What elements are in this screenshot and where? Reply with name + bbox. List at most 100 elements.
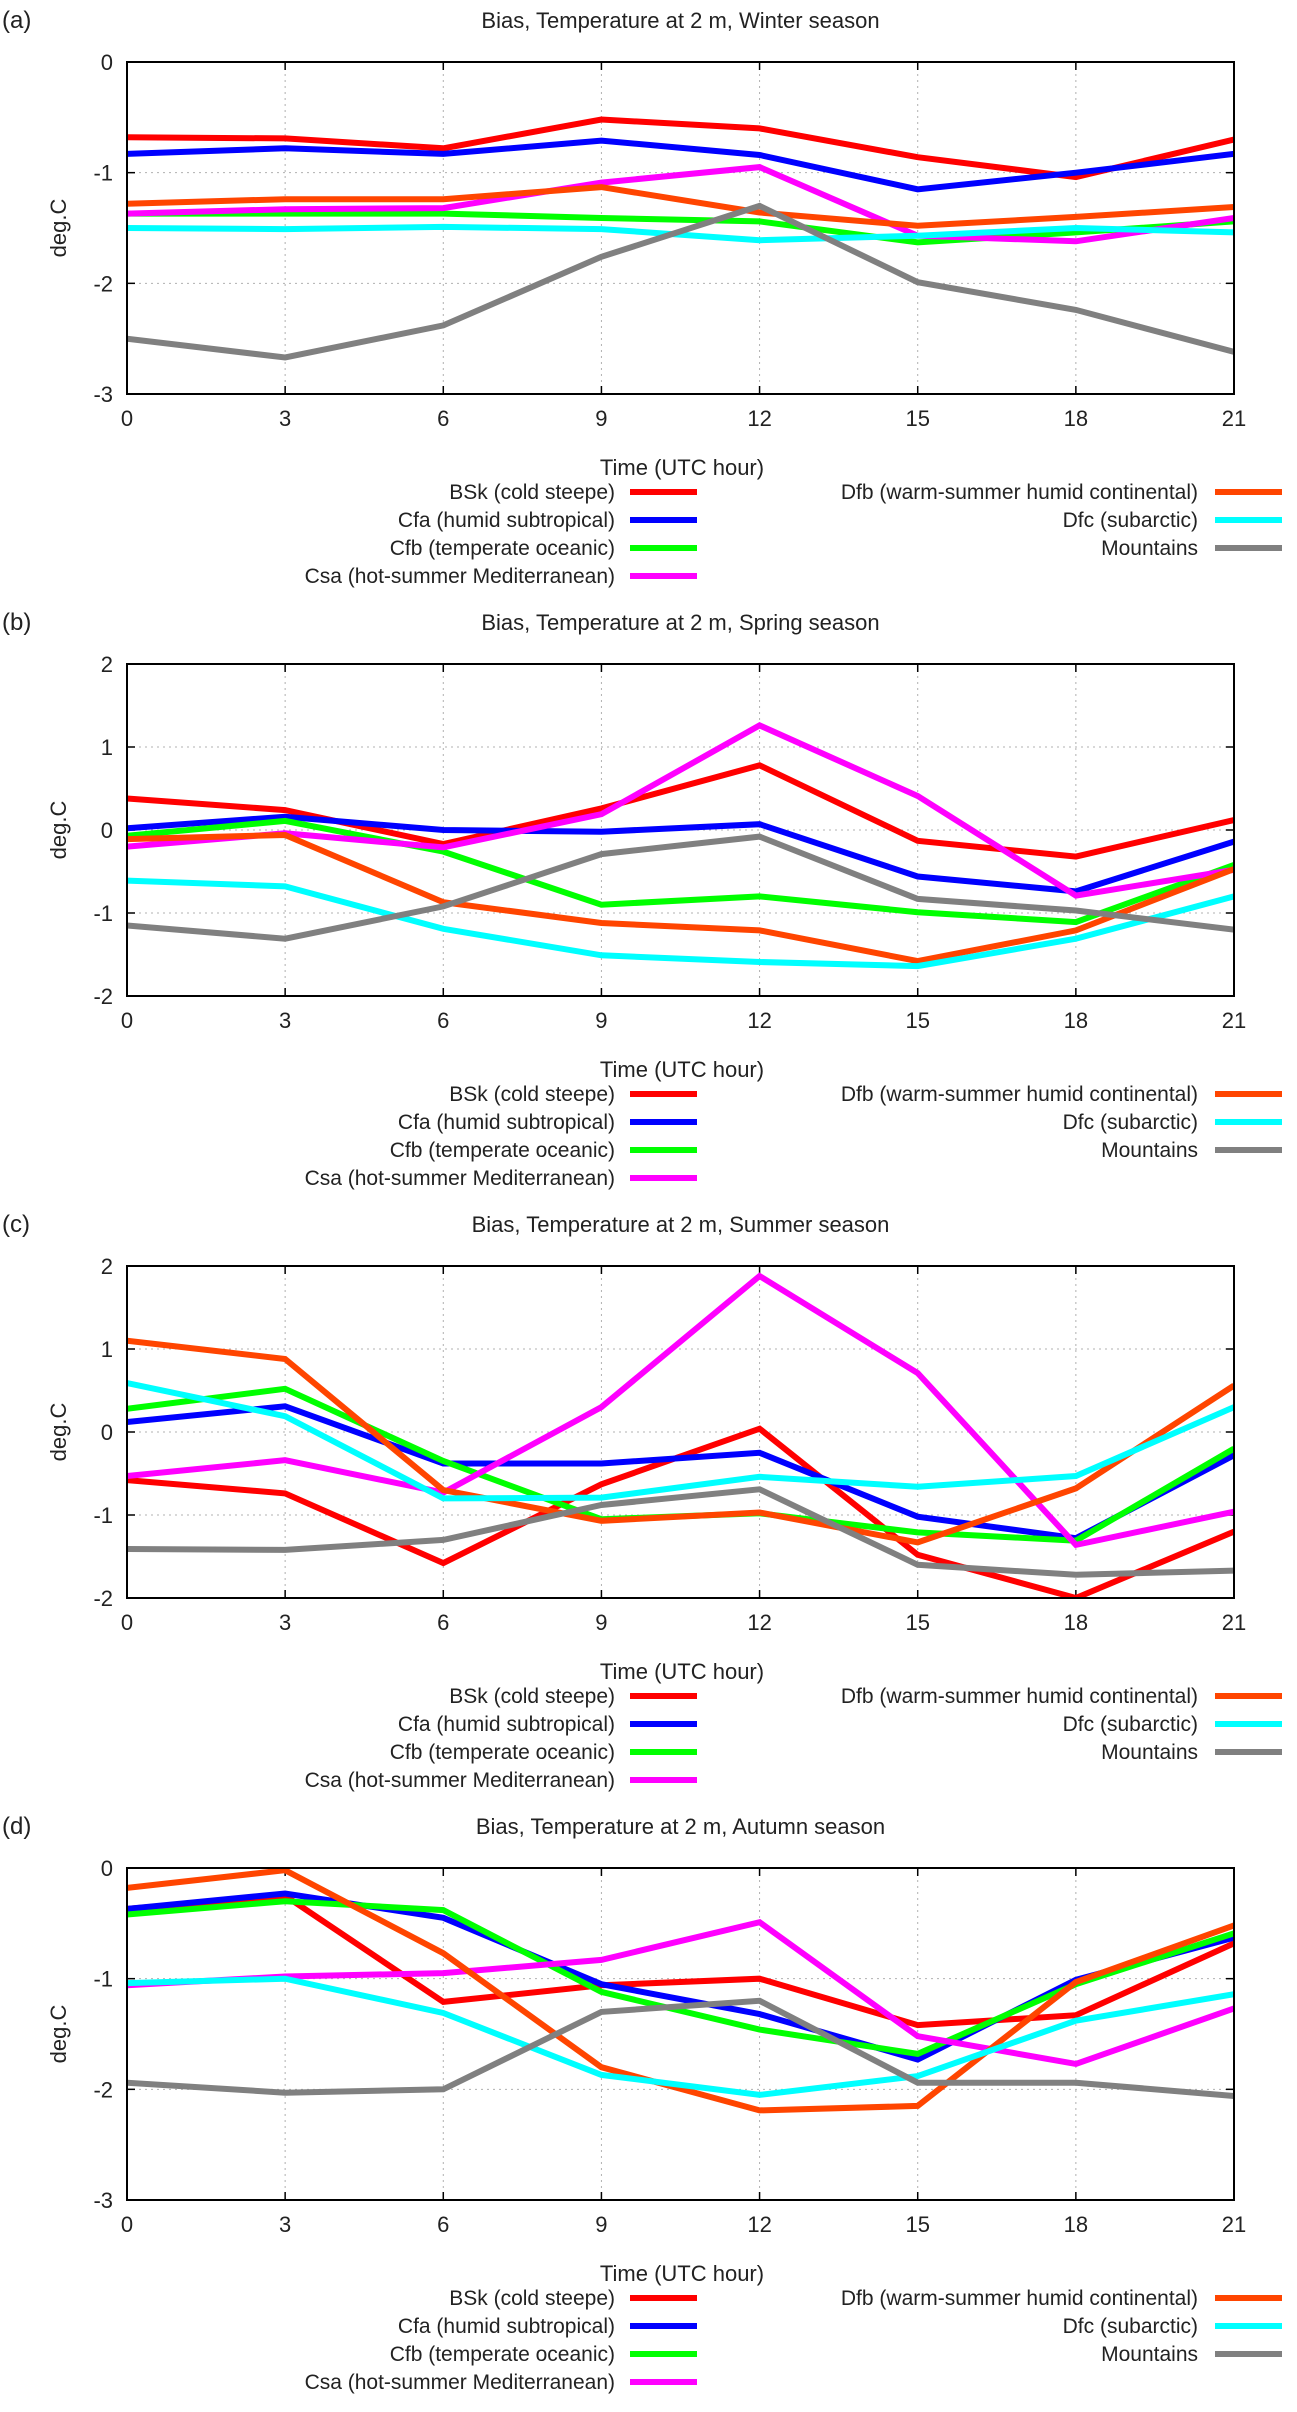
legend-entry-label: Cfa (humid subtropical): [398, 509, 615, 532]
y-tick-label: -1: [93, 1503, 113, 1528]
chart-panel: (a) Bias, Temperature at 2 m, Winter seas…: [2, 7, 1282, 588]
x-tick-label: 9: [595, 2212, 607, 2237]
series-line: [127, 137, 1234, 193]
series-line: [127, 1997, 1234, 2099]
legend: BSk (cold steepe) Cfa (humid subtropical)…: [305, 1083, 1282, 1190]
legend: BSk (cold steepe) Cfa (humid subtropical)…: [305, 1685, 1282, 1792]
chart-panel: (d) Bias, Temperature at 2 m, Autumn seas…: [2, 1813, 1282, 2394]
chart-title: Bias, Temperature at 2 m, Spring season: [481, 610, 879, 635]
x-tick-label: 12: [747, 1008, 771, 1033]
legend-entry-label: Mountains: [1101, 537, 1198, 560]
series-line: [127, 202, 1234, 361]
series-line: [127, 1975, 1234, 2098]
panel-label: (d): [2, 1813, 31, 1840]
series-lines: [127, 722, 1234, 970]
legend-entry-label: BSk (cold steepe): [449, 1083, 615, 1106]
x-tick-label: 18: [1064, 1008, 1088, 1033]
legend-entry-label: Csa (hot-summer Mediterranean): [305, 1769, 615, 1792]
legend: BSk (cold steepe) Cfa (humid subtropical)…: [305, 481, 1282, 588]
chart-title: Bias, Temperature at 2 m, Winter season: [481, 8, 879, 33]
y-axis-label: deg.C: [46, 199, 71, 258]
x-tick-label: 6: [437, 1610, 449, 1635]
series-line: [127, 1403, 1234, 1542]
series-line: [127, 210, 1234, 246]
legend-entry-label: Csa (hot-summer Mediterranean): [305, 2371, 615, 2394]
y-tick-label: 1: [101, 1337, 113, 1362]
y-tick-label: 0: [101, 1856, 113, 1881]
x-axis-label: Time (UTC hour): [600, 1659, 764, 1684]
x-tick-label: 6: [437, 2212, 449, 2237]
y-tick-label: -1: [93, 901, 113, 926]
panel-label: (a): [2, 7, 31, 34]
series-line: [127, 1898, 1234, 2057]
legend-entry-label: Dfb (warm-summer humid continental): [841, 1685, 1198, 1708]
series-lines: [127, 1868, 1234, 2114]
panel-label: (b): [2, 609, 31, 636]
series-line: [127, 1868, 1234, 2114]
x-tick-label: 0: [121, 1610, 133, 1635]
y-tick-label: 0: [101, 818, 113, 843]
series-line: [127, 817, 1234, 926]
x-tick-label: 18: [1064, 1610, 1088, 1635]
x-tick-label: 12: [747, 1610, 771, 1635]
x-tick-label: 0: [121, 406, 133, 431]
x-tick-label: 15: [905, 1008, 929, 1033]
legend-entry-label: Dfb (warm-summer humid continental): [841, 481, 1198, 504]
x-tick-label: 18: [1064, 406, 1088, 431]
legend-entry-label: Cfa (humid subtropical): [398, 2315, 615, 2338]
legend-entry-label: Dfc (subarctic): [1063, 2315, 1198, 2338]
legend-entry-label: Cfb (temperate oceanic): [390, 1139, 615, 1162]
x-axis-label: Time (UTC hour): [600, 1057, 764, 1082]
y-tick-label: 0: [101, 50, 113, 75]
x-tick-label: 21: [1222, 1610, 1246, 1635]
legend-entry-label: Cfa (humid subtropical): [398, 1713, 615, 1736]
legend-entry-label: Mountains: [1101, 1741, 1198, 1764]
legend-entry-label: Cfb (temperate oceanic): [390, 1741, 615, 1764]
y-tick-label: -2: [93, 984, 113, 1009]
y-tick-label: 2: [101, 652, 113, 677]
y-tick-label: -3: [93, 2188, 113, 2213]
x-tick-label: 9: [595, 1610, 607, 1635]
x-tick-label: 21: [1222, 2212, 1246, 2237]
x-tick-label: 0: [121, 2212, 133, 2237]
x-tick-label: 15: [905, 1610, 929, 1635]
x-tick-label: 3: [279, 406, 291, 431]
y-tick-label: -1: [93, 1967, 113, 1992]
y-tick-label: -1: [93, 161, 113, 186]
series-line: [127, 1892, 1234, 2029]
series-lines: [127, 116, 1234, 361]
series-line: [127, 1272, 1234, 1549]
legend-entry-label: BSk (cold steepe): [449, 2287, 615, 2310]
series-lines: [127, 1272, 1234, 1598]
y-tick-label: -3: [93, 382, 113, 407]
series-line: [127, 813, 1234, 895]
legend-entry-label: Cfb (temperate oceanic): [390, 2343, 615, 2366]
x-tick-label: 21: [1222, 406, 1246, 431]
y-axis-label: deg.C: [46, 801, 71, 860]
legend-entry-label: Csa (hot-summer Mediterranean): [305, 565, 615, 588]
y-tick-label: 0: [101, 1420, 113, 1445]
series-line: [127, 164, 1234, 245]
series-line: [127, 184, 1234, 229]
series-line: [127, 877, 1234, 970]
x-tick-label: 6: [437, 406, 449, 431]
x-tick-label: 3: [279, 2212, 291, 2237]
x-axis-label: Time (UTC hour): [600, 2261, 764, 2286]
x-tick-label: 6: [437, 1008, 449, 1033]
plot-frame: [126, 1867, 1235, 2201]
x-tick-label: 21: [1222, 1008, 1246, 1033]
series-line: [127, 1337, 1234, 1546]
legend-entry-label: Cfa (humid subtropical): [398, 1111, 615, 1134]
x-tick-label: 9: [595, 406, 607, 431]
series-line: [127, 223, 1234, 244]
x-tick-label: 3: [279, 1610, 291, 1635]
x-tick-label: 3: [279, 1008, 291, 1033]
series-line: [127, 762, 1234, 860]
legend-entry-label: Cfb (temperate oceanic): [390, 537, 615, 560]
legend-entry-label: Dfc (subarctic): [1063, 509, 1198, 532]
y-tick-label: -2: [93, 271, 113, 296]
legend-entry-label: Dfb (warm-summer humid continental): [841, 2287, 1198, 2310]
series-line: [127, 722, 1234, 899]
y-axis-label: deg.C: [46, 1403, 71, 1462]
